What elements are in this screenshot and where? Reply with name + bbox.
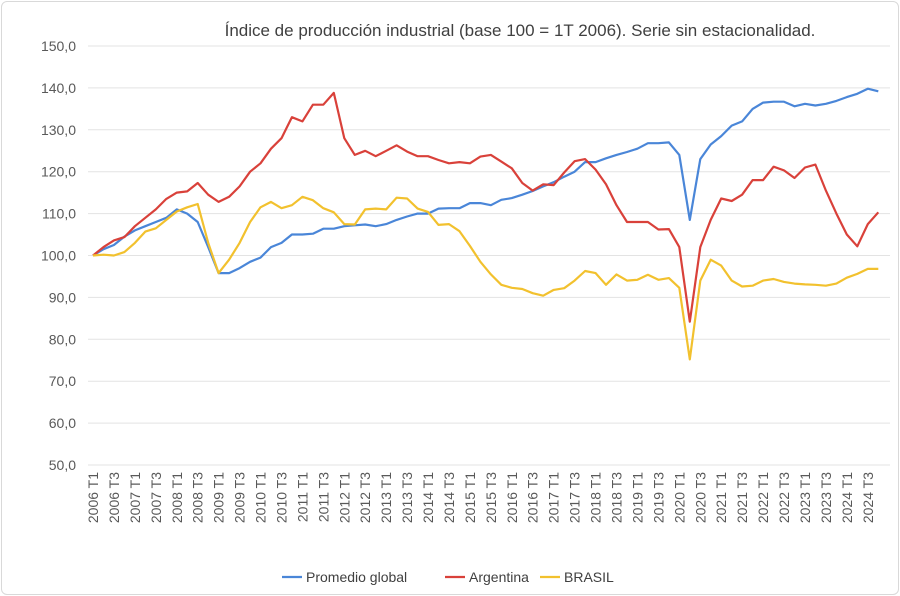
x-tick-label: 2014 T3 [441,472,457,523]
x-tick-label: 2020 T1 [671,472,687,523]
x-tick-label: 2011 T3 [315,472,331,522]
x-tick-label: 2017 T3 [567,472,583,523]
y-tick-label: 120,0 [41,164,76,180]
x-tick-label: 2013 T1 [378,472,394,523]
x-tick-label: 2017 T1 [546,472,562,523]
x-tick-label: 2010 T1 [253,472,269,523]
x-tick-label: 2023 T1 [797,472,813,523]
x-tick-label: 2016 T3 [525,472,541,523]
y-tick-label: 100,0 [41,248,76,264]
x-tick-label: 2019 T1 [629,472,645,523]
y-tick-label: 80,0 [49,331,76,347]
x-tick-label: 2008 T3 [190,472,206,523]
legend-label: Argentina [469,569,529,585]
x-tick-label: 2016 T1 [504,472,520,523]
x-tick-label: 2009 T3 [232,472,248,523]
y-tick-label: 90,0 [49,289,76,305]
x-tick-label: 2024 T3 [860,472,876,523]
x-tick-label: 2007 T3 [148,472,164,523]
series-line-brasil [92,195,879,361]
x-tick-label: 2018 T3 [609,472,625,523]
x-tick-label: 2019 T3 [650,472,666,523]
y-tick-label: 70,0 [49,373,76,389]
y-tick-label: 130,0 [41,122,76,138]
x-tick-label: 2022 T1 [755,472,771,523]
x-tick-label: 2015 T3 [483,472,499,523]
x-tick-label: 2021 T1 [713,472,729,523]
series-line-argentina [92,91,880,323]
y-tick-label: 110,0 [42,206,76,222]
y-tick-label: 50,0 [49,457,76,473]
x-tick-label: 2014 T1 [420,472,436,523]
legend-label: Promedio global [306,569,407,585]
y-tick-label: 140,0 [41,80,76,96]
x-tick-label: 2008 T1 [169,472,185,523]
x-tick-label: 2006 T1 [85,472,101,523]
x-tick-label: 2020 T3 [692,472,708,523]
x-tick-label: 2015 T1 [462,472,478,523]
x-tick-label: 2007 T1 [127,472,143,523]
x-tick-label: 2021 T3 [734,472,750,523]
x-tick-label: 2006 T3 [106,472,122,523]
x-tick-label: 2012 T1 [336,472,352,523]
x-tick-label: 2024 T1 [839,472,855,523]
x-tick-label: 2022 T3 [776,472,792,523]
legend-item: BRASIL [540,569,614,585]
chart-title: Índice de producción industrial (base 10… [225,21,816,40]
x-tick-label: 2018 T1 [588,472,604,523]
y-tick-label: 60,0 [49,415,76,431]
legend-item: Argentina [445,569,529,585]
legend-label: BRASIL [564,569,614,585]
x-tick-label: 2012 T3 [357,472,373,523]
series-line-promedio-global [92,87,879,275]
x-tick-label: 2013 T3 [399,472,415,523]
y-tick-label: 150,0 [41,38,76,54]
x-tick-label: 2010 T3 [273,472,289,523]
x-tick-label: 2011 T1 [294,472,310,522]
x-tick-label: 2023 T3 [818,472,834,523]
legend-item: Promedio global [282,569,407,585]
x-tick-label: 2009 T1 [211,472,227,523]
